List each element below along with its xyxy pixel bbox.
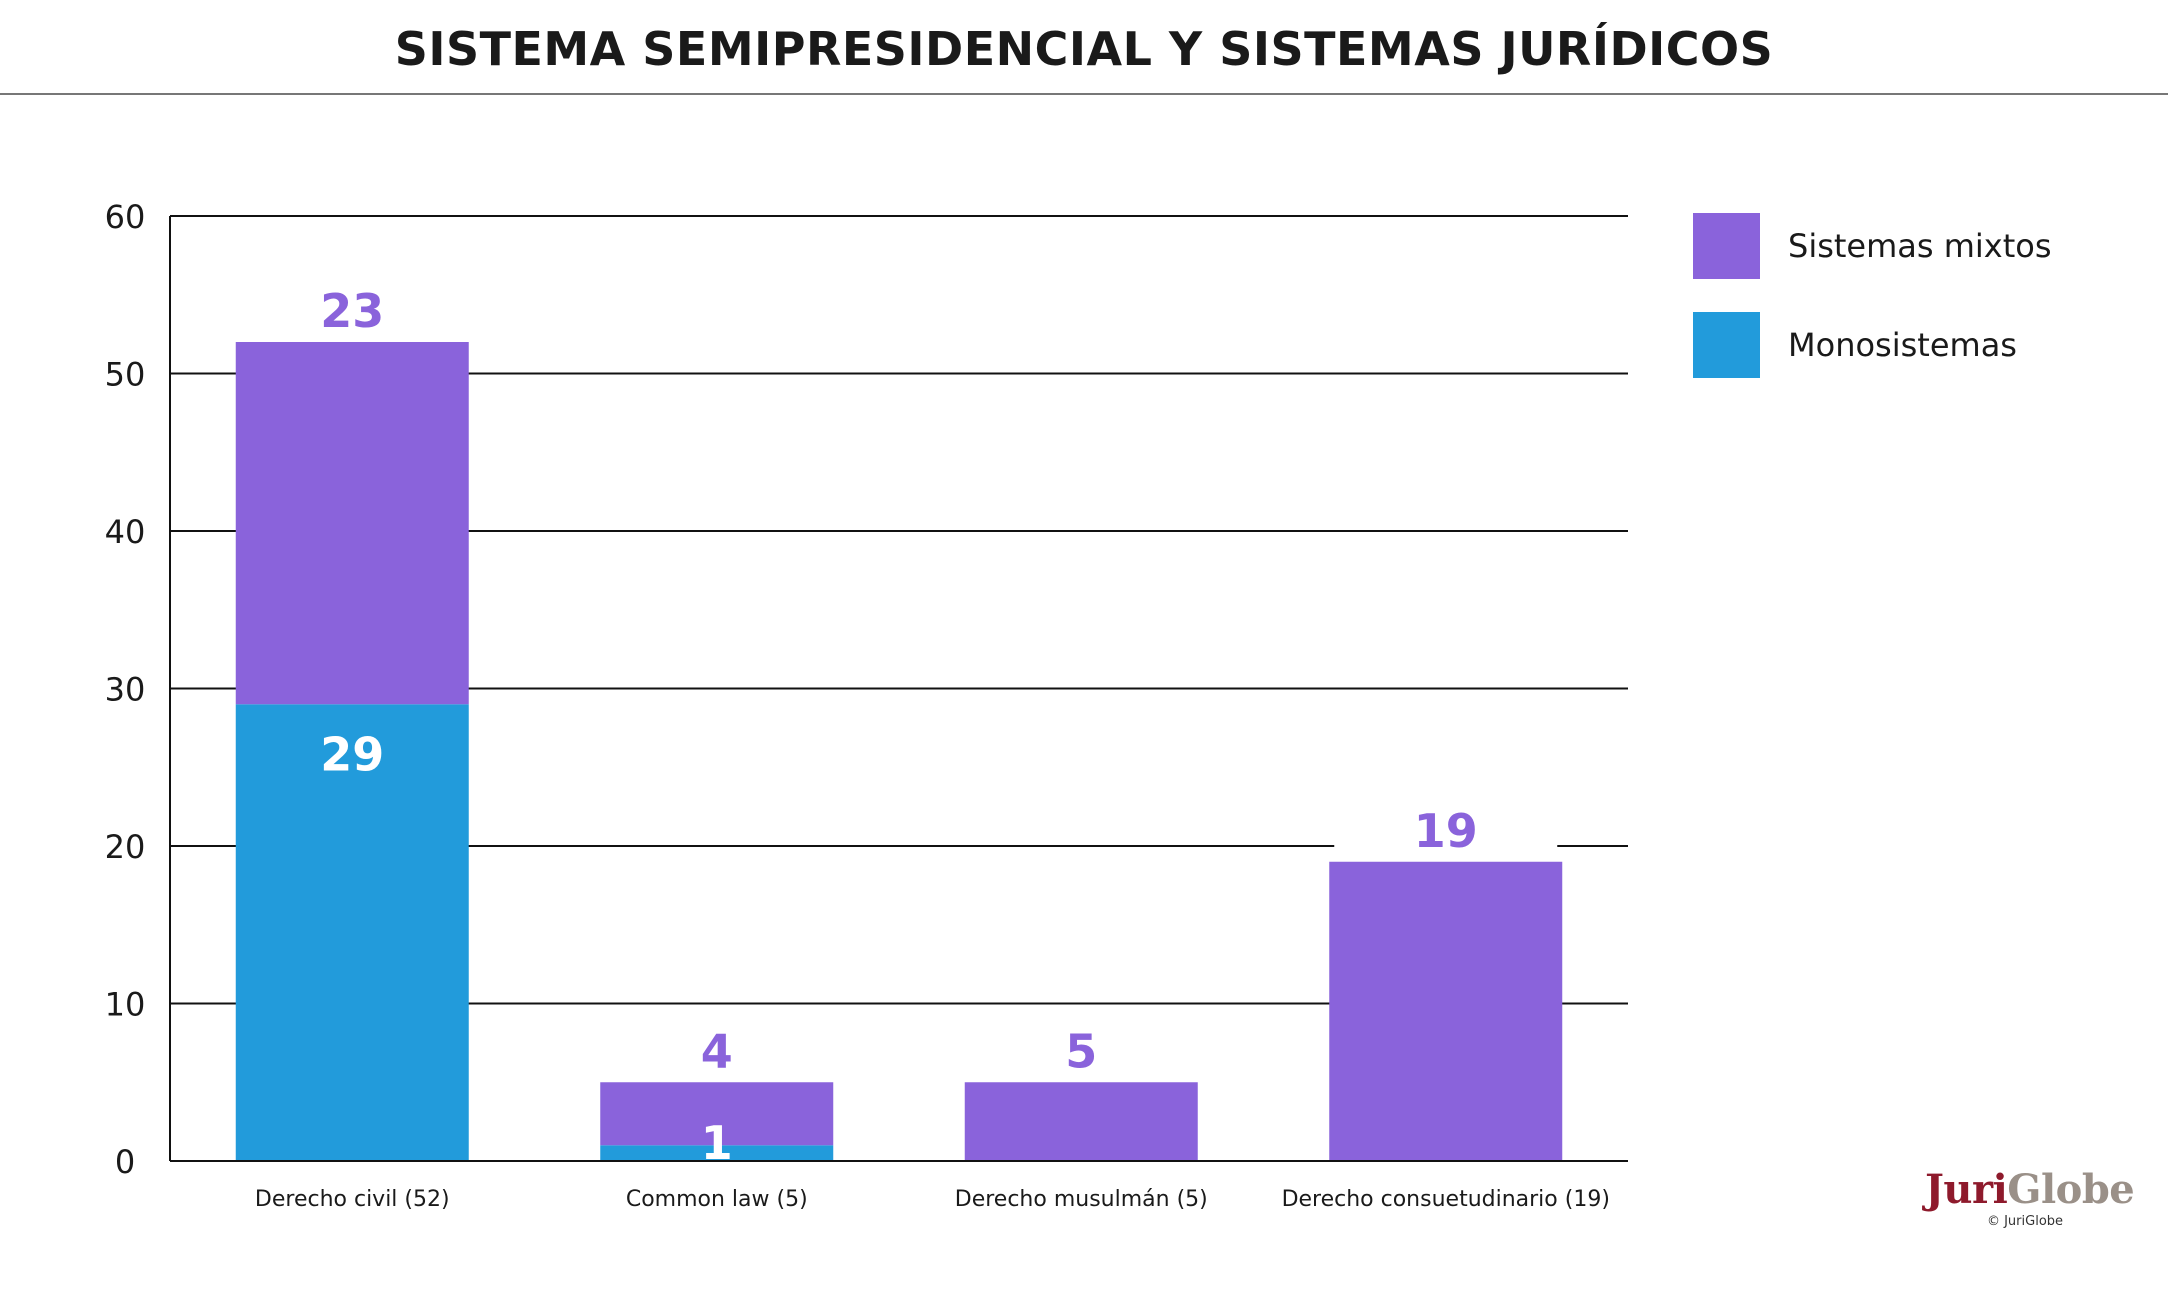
bar-sistemas-mixtos-3: [1329, 861, 1563, 1161]
legend-item-sistemas-mixtos: Sistemas mixtos: [1693, 213, 2052, 279]
y-tick-label-60: 60: [105, 198, 146, 236]
legend-item-monosistemas: Monosistemas: [1693, 312, 2052, 378]
x-tick-label-2: Derecho musulmán (5): [955, 1187, 1208, 1212]
y-tick-label-0: 0: [115, 1143, 135, 1181]
bar-sistemas-mixtos-2: [964, 1082, 1198, 1161]
y-tick-label-10: 10: [105, 986, 146, 1024]
legend-label-monosistemas: Monosistemas: [1788, 326, 2017, 364]
y-tick-label-50: 50: [105, 356, 146, 394]
chart-title: SISTEMA SEMIPRESIDENCIAL Y SISTEMAS JURÍ…: [394, 22, 1774, 76]
logo-globe: Globe: [2007, 1166, 2135, 1213]
label-backdrop-2: [969, 1024, 1193, 1073]
y-tick-label-20: 20: [105, 828, 146, 866]
x-tick-label-0: Derecho civil (52): [255, 1187, 450, 1212]
bar-monosistemas-1: [600, 1145, 834, 1161]
y-tick-label-30: 30: [105, 671, 146, 709]
legend-label-sistemas-mixtos: Sistemas mixtos: [1788, 227, 2052, 265]
data-label-sistemas-mixtos-3: 19: [1414, 804, 1478, 858]
label-backdrop-0: [240, 284, 464, 332]
legend-swatch-monosistemas: [1693, 312, 1760, 378]
bar-sistemas-mixtos-1: [600, 1082, 834, 1146]
legend-swatch-sistemas-mixtos: [1693, 213, 1760, 279]
label-backdrop-1: [605, 1024, 829, 1073]
x-tick-label-1: Common law (5): [626, 1187, 808, 1212]
copyright-text: © JuriGlobe: [1986, 1214, 2064, 1229]
juriglobe-logo: JuriGlobe © JuriGlobe: [1925, 1170, 2135, 1230]
y-tick-label-40: 40: [105, 513, 146, 551]
data-label-monosistemas-1: 1: [701, 1116, 733, 1170]
data-label-sistemas-mixtos-1: 4: [701, 1024, 733, 1078]
logo-wordmark: JuriGlobe: [1925, 1170, 2135, 1210]
x-tick-label-3: Derecho consuetudinario (19): [1282, 1187, 1610, 1212]
legend: Sistemas mixtos Monosistemas: [1693, 213, 2052, 411]
data-label-monosistemas-0: 29: [320, 727, 384, 781]
data-label-sistemas-mixtos-0: 23: [320, 284, 384, 338]
bar-monosistemas-0: [235, 704, 469, 1161]
label-backdrop-3: [1334, 803, 1558, 852]
title-divider: [0, 93, 2168, 95]
bar-sistemas-mixtos-0: [235, 342, 469, 705]
data-label-sistemas-mixtos-2: 5: [1065, 1024, 1097, 1078]
logo-juri: Juri: [1925, 1166, 2008, 1213]
